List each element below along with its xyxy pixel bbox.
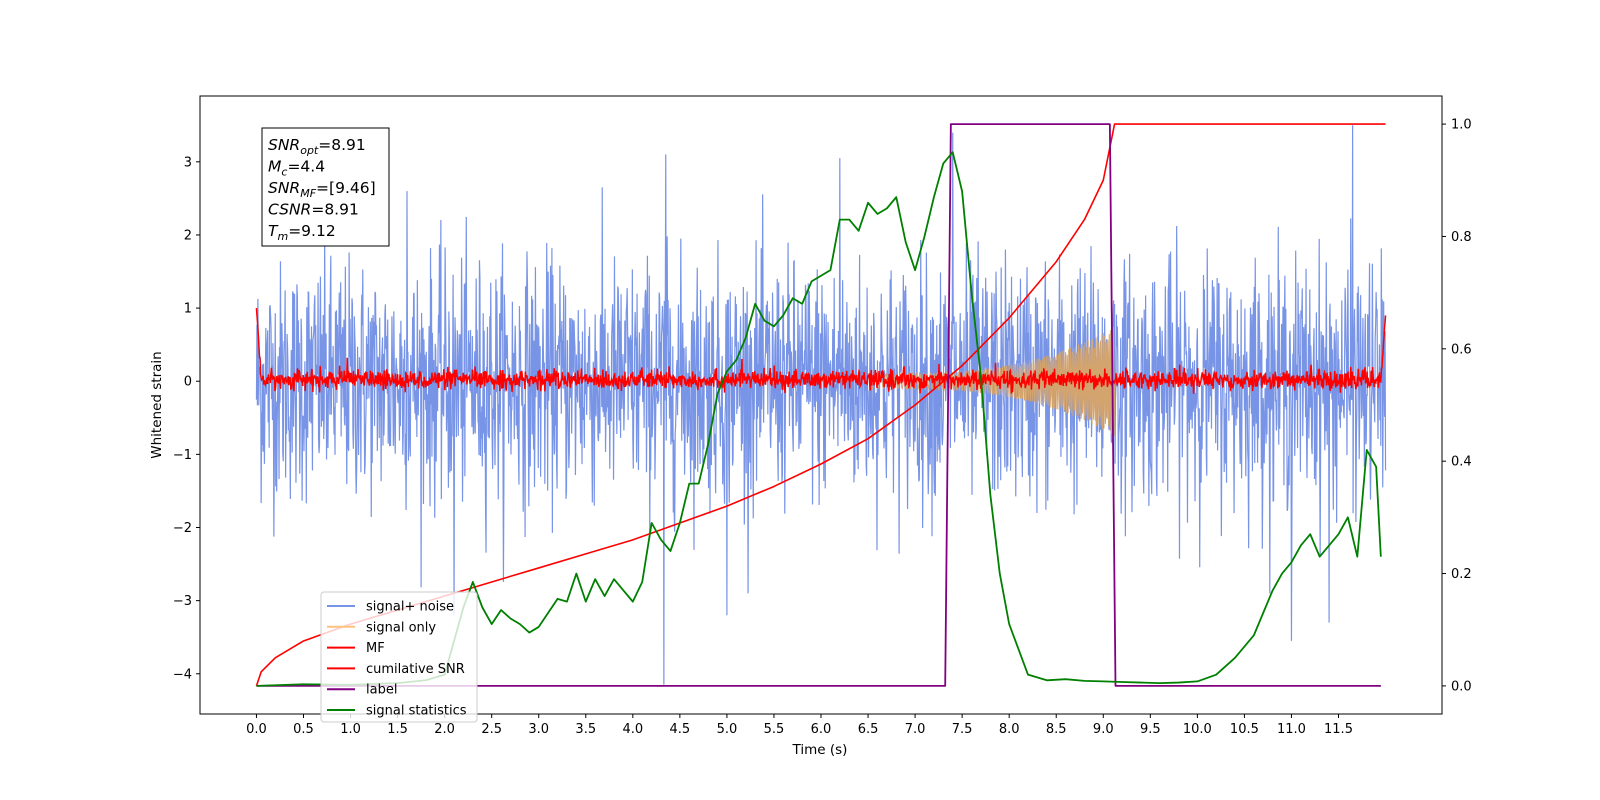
annotation-sub: m xyxy=(277,230,288,243)
annotation-line: CSNR=8.91 xyxy=(268,201,359,219)
y-right-tick-label: 1.0 xyxy=(1451,118,1472,133)
x-tick-label: 1.5 xyxy=(387,722,408,737)
annotation-line: SNRopt=8.91 xyxy=(268,136,366,157)
series-mf xyxy=(255,308,1387,394)
annotation-sub: MF xyxy=(300,187,316,200)
x-axis-label: Time (s) xyxy=(792,742,848,758)
x-tick-label: 10.5 xyxy=(1230,722,1259,737)
y-left-tick-label: −2 xyxy=(173,521,192,536)
x-tick-label: 3.0 xyxy=(528,722,549,737)
x-tick-label: 9.0 xyxy=(1093,722,1114,737)
x-tick-label: 8.0 xyxy=(999,722,1020,737)
annotation-sub: c xyxy=(281,166,287,179)
annotation-box: SNRopt=8.91Mc=4.4SNRMF=[9.46]CSNR=8.91Tm… xyxy=(261,127,390,247)
legend-item-label: MF xyxy=(366,641,385,656)
annotation-value: =[9.46] xyxy=(316,179,376,197)
legend: signal+ noise signal only MF cumilative SNR… xyxy=(320,591,478,723)
legend-item-label: signal only xyxy=(366,620,436,635)
y-right-tick-label: 0.4 xyxy=(1451,455,1472,470)
annotation-frame xyxy=(261,127,390,247)
annotation-line: SNRMF=[9.46] xyxy=(268,179,376,200)
x-tick-label: 4.5 xyxy=(670,722,691,737)
y-left-tick-label: −3 xyxy=(173,594,192,609)
annotation-var: SNR xyxy=(268,136,300,154)
y-left-tick-label: 3 xyxy=(184,155,192,170)
x-tick-label: 2.5 xyxy=(481,722,502,737)
y-left-tick-label: −1 xyxy=(173,448,192,463)
y-right-tick-label: 0.8 xyxy=(1451,230,1472,245)
x-tick-label: 2.0 xyxy=(434,722,455,737)
annotation-value: =8.91 xyxy=(311,201,359,219)
legend-item-label: cumilative SNR xyxy=(366,662,465,677)
x-tick-label: 5.5 xyxy=(764,722,785,737)
legend-item-label: signal+ noise xyxy=(366,600,454,615)
x-tick-label: 11.5 xyxy=(1324,722,1353,737)
x-tick-label: 0.5 xyxy=(293,722,314,737)
annotation-value: =9.12 xyxy=(288,222,336,240)
x-axis: 0.0 0.5 1.0 1.5 2.0 2.5 3.0 3.5 4.0 4.5 5.0 5.5 6.0 6… xyxy=(246,714,1353,737)
x-tick-label: 7.5 xyxy=(952,722,973,737)
x-tick-label: 5.0 xyxy=(717,722,738,737)
y-left-tick-label: −4 xyxy=(173,667,192,682)
annotation-var: T xyxy=(268,222,279,240)
y-right-tick-label: 0.6 xyxy=(1451,342,1472,357)
x-tick-label: 10.0 xyxy=(1183,722,1212,737)
annotation-var: M xyxy=(268,158,281,176)
series-signal-statistics xyxy=(256,151,1382,687)
annotation-value: =8.91 xyxy=(318,136,366,154)
x-tick-label: 4.0 xyxy=(622,722,643,737)
legend-item-label: label xyxy=(366,683,397,698)
y-axis-right: 1.0 0.8 0.6 0.4 0.2 0.0 xyxy=(1442,118,1472,694)
annotation-var: CSNR xyxy=(268,201,311,219)
annotation-value: =4.4 xyxy=(287,158,325,176)
x-tick-label: 6.5 xyxy=(858,722,879,737)
legend-item-label: signal statistics xyxy=(366,704,467,719)
y-right-tick-label: 0.2 xyxy=(1451,567,1472,582)
annotation-line: Mc=4.4 xyxy=(268,158,325,179)
series-signal-only xyxy=(867,326,1116,436)
annotation-line: Tm=9.12 xyxy=(268,222,336,243)
annotation-var: SNR xyxy=(268,179,300,197)
x-tick-label: 0.0 xyxy=(246,722,267,737)
y-axis-label: Whitened strain xyxy=(149,351,165,458)
x-tick-label: 3.5 xyxy=(575,722,596,737)
y-left-tick-label: 0 xyxy=(184,375,192,390)
x-tick-label: 8.5 xyxy=(1046,722,1067,737)
y-right-tick-label: 0.0 xyxy=(1451,679,1472,694)
series-layer xyxy=(255,123,1387,687)
x-tick-label: 9.5 xyxy=(1140,722,1161,737)
series-label xyxy=(256,123,1381,687)
x-tick-label: 7.0 xyxy=(905,722,926,737)
x-tick-label: 11.0 xyxy=(1277,722,1306,737)
legend-frame xyxy=(320,591,478,723)
x-tick-label: 6.0 xyxy=(811,722,832,737)
y-left-tick-label: 2 xyxy=(184,228,192,243)
annotation-sub: opt xyxy=(300,144,319,157)
y-axis-left: 3 2 1 0 −1 −2 −3 −4 xyxy=(173,155,200,682)
y-left-tick-label: 1 xyxy=(184,302,192,317)
x-tick-label: 1.0 xyxy=(340,722,361,737)
